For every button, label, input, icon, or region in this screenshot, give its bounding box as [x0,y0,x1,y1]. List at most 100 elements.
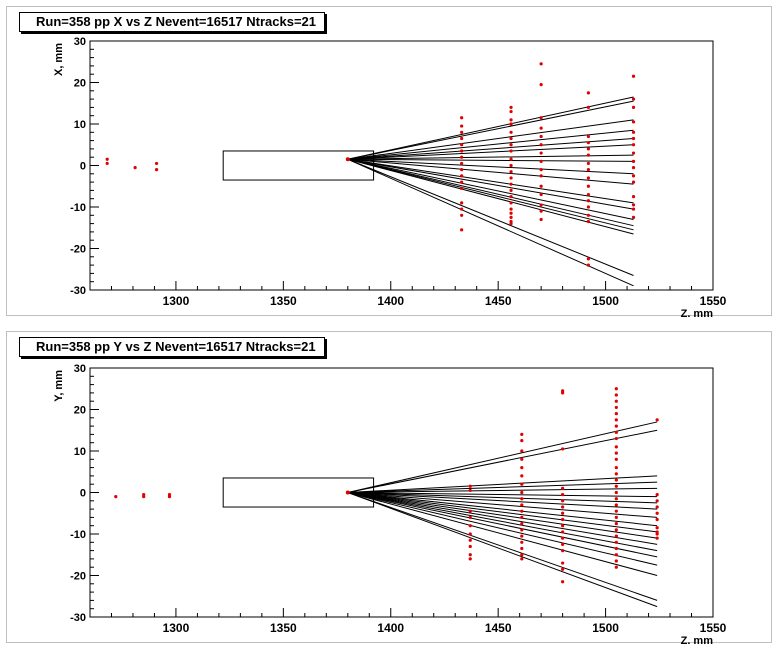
hit-point [655,505,659,509]
track-line [347,475,658,493]
hit-point [509,118,513,122]
hit-point [520,497,524,501]
x-tick-label: 1300 [163,621,190,635]
hit-point [460,213,464,217]
hit-point [468,532,472,536]
hit-point [468,538,472,542]
hit-point [631,207,636,211]
hit-point [586,153,591,157]
hit-point [655,418,659,422]
track-line [347,158,634,235]
track-line [347,492,658,545]
track-line [347,138,634,160]
hit-point [520,522,524,526]
hit-point [509,149,513,153]
hit-point [520,466,524,470]
hit-point [460,124,464,128]
hit-point [631,174,636,178]
track-line [347,158,634,276]
hit-point [468,515,472,519]
x-vs-z-plot: 1300 1350 1400 1450 1500 1550 -30 -20 -10 0 10 20 30… [53,36,727,317]
hit-point [509,176,513,180]
vertex-point [345,490,350,495]
track-line [347,492,658,558]
hit-point [614,484,618,488]
y-panel-title: Run=358 pp Y vs Z Nevent=16517 Ntracks=2… [19,337,325,357]
hit-point [520,546,524,551]
x-tick-label: 1500 [592,294,619,308]
hit-point [520,482,524,486]
hit-point [105,161,109,166]
hit-point [539,217,543,222]
y-axis-title: X, mm [53,43,65,76]
track-line [347,158,634,210]
y-tick-label: -30 [70,612,86,624]
hit-point [561,536,565,540]
hit-point [509,143,513,147]
hit-point [520,432,524,436]
hit-point [468,509,472,513]
track-line [347,144,634,160]
hit-point [631,74,636,78]
y-tick-label: 30 [74,363,86,375]
hit-point [614,412,618,416]
track-line [347,421,658,493]
hit-point [509,207,513,211]
hit-point [520,449,524,453]
y-tick-label: -20 [70,244,86,256]
x-tick-label: 1400 [377,621,404,635]
track-line [347,492,658,518]
track-line [347,492,658,601]
hit-point [631,215,636,219]
hit-point [539,143,543,147]
track-line [347,96,634,160]
track-line [347,492,658,510]
track-line [347,492,658,608]
hit-point [468,524,472,528]
x-tick-label: 1450 [485,294,512,308]
x-tick-label: 1300 [163,294,190,308]
hit-point [614,497,618,501]
hit-point [561,499,565,503]
hit-point [520,528,524,532]
hit-point [614,528,618,532]
hit-point [586,168,591,172]
y-vs-z-plot: 1300 1350 1400 1450 1500 1550 -30 -20 -10 0 10 20 30… [53,363,727,644]
hit-point [142,495,146,499]
hit-point [154,168,159,172]
y-tick-label: 10 [74,119,86,131]
y-tick-label: 10 [74,446,86,458]
hit-point [586,134,591,139]
hit-point [614,522,618,526]
y-tick-label: 0 [80,161,86,173]
y-vs-z-panel: 1300 1350 1400 1450 1500 1550 -30 -20 -10 0 10 20 30… [6,331,772,644]
hit-point [631,97,636,101]
x-tick-label: 1350 [270,621,297,635]
hit-point [614,466,618,470]
hit-point [586,205,591,209]
x-axis-title: Z, mm [681,308,714,317]
track-line [347,492,658,552]
hit-point [520,534,524,538]
hit-point [460,180,464,184]
hit-point [631,195,636,199]
plot-frame [89,40,714,291]
hit-point [460,136,464,141]
hit-point [631,165,636,170]
track-line [347,129,634,160]
track-line [347,158,634,185]
x-tick-label: 1550 [700,294,727,308]
hit-point [539,184,543,188]
hit-point [631,136,636,141]
x-tick-label: 1450 [485,621,512,635]
hit-point [631,151,636,155]
x-vs-z-panel: 1300 1350 1400 1450 1500 1550 -30 -20 -10 0 10 20 30… [6,6,772,317]
hit-point [539,203,543,207]
track-line [347,100,634,160]
hit-point [460,143,464,147]
track-line [347,487,658,493]
hit-point [114,495,118,499]
track-line [347,158,634,162]
hit-point [586,192,591,197]
x-panel-title: Run=358 pp X vs Z Nevent=16517 Ntracks=2… [19,12,326,32]
